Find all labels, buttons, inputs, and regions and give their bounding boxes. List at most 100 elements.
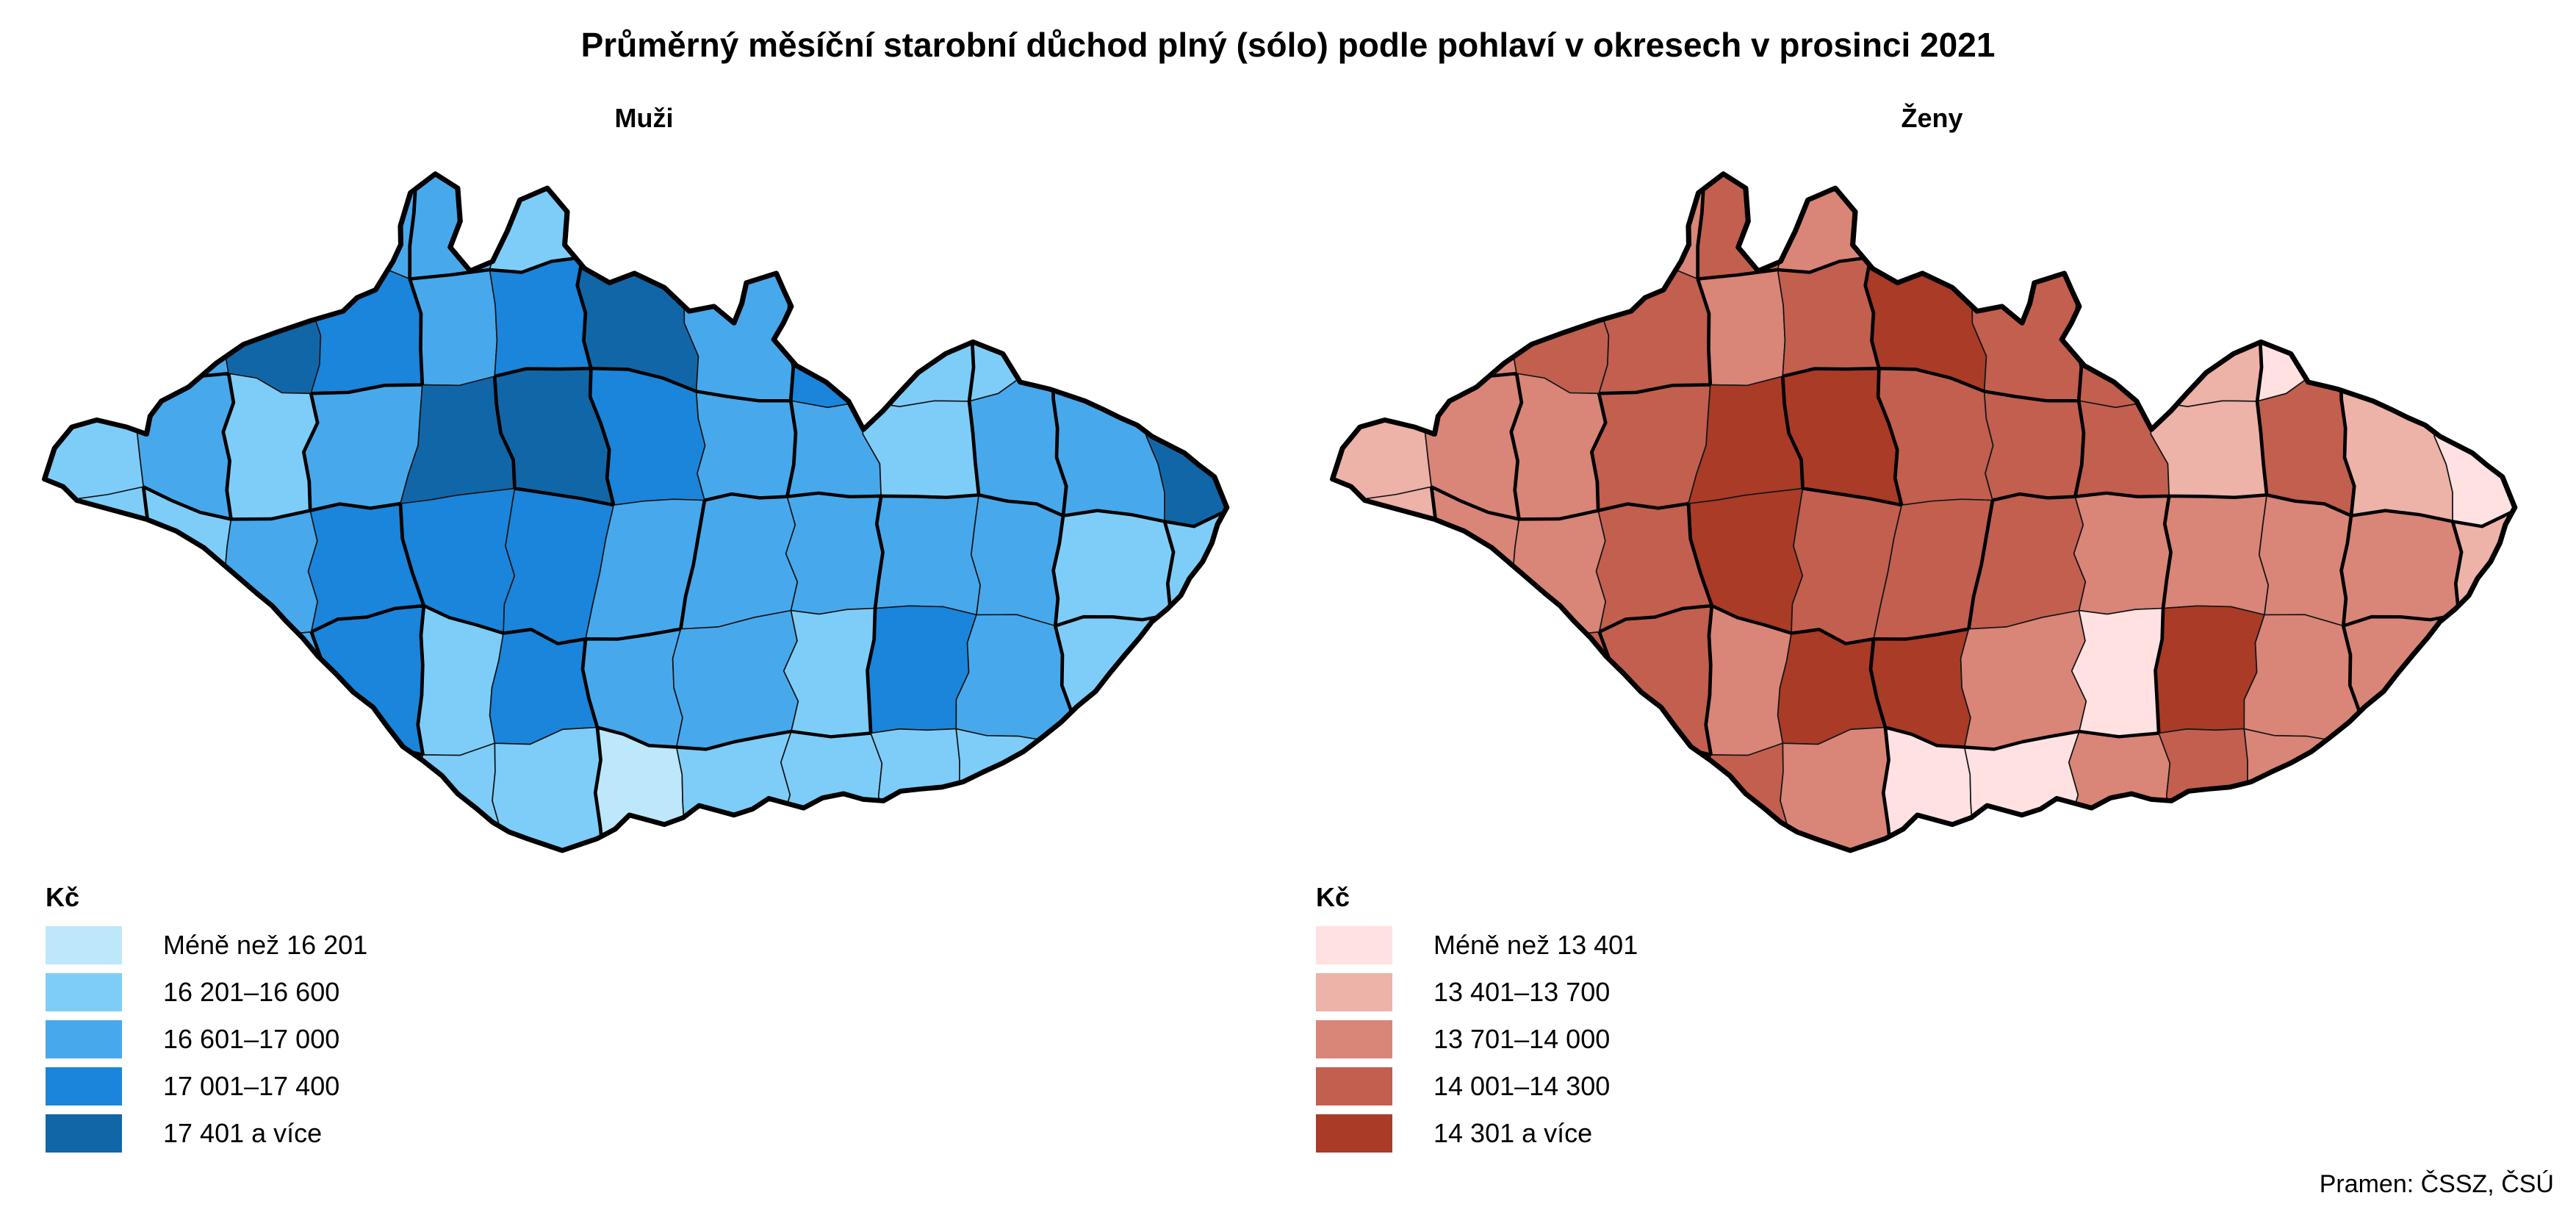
district-cell [44, 374, 144, 508]
district-cell [1054, 173, 1173, 260]
district-cell [785, 400, 882, 498]
district-cell [785, 492, 883, 615]
district-cell [2342, 614, 2467, 743]
district-cell [1600, 743, 1712, 851]
district-cell [970, 494, 1064, 627]
district-cell [44, 173, 134, 276]
district-cell [1332, 254, 1422, 387]
district-cell [858, 253, 986, 407]
legend-label: 14 001–14 300 [1433, 1071, 1611, 1101]
district-cell [1776, 173, 1888, 273]
legend-title-muzi: Kč [46, 882, 80, 912]
district-cell [2342, 173, 2461, 260]
district-cell [1063, 725, 1175, 851]
district-cell [1963, 731, 2080, 851]
legend-label: 13 401–13 700 [1433, 977, 1611, 1007]
district-cell [2340, 509, 2462, 627]
legend-label: 13 701–14 000 [1433, 1024, 1611, 1054]
legend-label: Méně než 13 401 [1433, 930, 1638, 960]
legend-muzi: Kč Méně než 16 201 16 201–16 600 16 601–17… [46, 882, 1288, 1153]
district-cell [2448, 725, 2515, 851]
legend-item: 13 701–14 000 [1316, 1020, 2576, 1058]
district-cell [123, 173, 230, 274]
district-cell [1777, 257, 1879, 377]
legend-item: Méně než 16 201 [46, 926, 1288, 964]
district-cell [2351, 725, 2463, 851]
legend-label: 16 201–16 600 [163, 977, 340, 1007]
district-cell [1141, 248, 1227, 384]
district-cell [2146, 253, 2274, 407]
district-cell [969, 173, 1076, 271]
district-cell [2443, 173, 2515, 255]
source-note: Pramen: ČSSZ, ČSÚ [2319, 1170, 2554, 1198]
legend-swatch [46, 1020, 122, 1058]
legend-swatch [1316, 1020, 1392, 1058]
legend-swatch [46, 973, 122, 1011]
legend-swatch [1316, 973, 1392, 1011]
district-cell [2242, 728, 2370, 851]
district-cell [1332, 612, 1420, 754]
district-cell [673, 173, 799, 268]
district-cell [869, 728, 966, 851]
district-cell [1052, 509, 1174, 627]
district-cell [491, 726, 604, 851]
legend-item: 14 301 a více [1316, 1114, 2576, 1153]
district-cell [2073, 492, 2171, 615]
district-cell [861, 173, 983, 268]
district-cell [211, 720, 327, 851]
district-cell [1777, 628, 1886, 745]
district-cell [782, 607, 876, 738]
district-cell [2258, 494, 2352, 627]
district-cell [44, 734, 133, 851]
district-cell [312, 743, 424, 851]
map-subtitle-muzi: Muži [614, 103, 674, 133]
district-cell [1405, 612, 1510, 754]
district-cell [117, 720, 220, 851]
district-cell [1155, 173, 1227, 255]
district-cell [1411, 173, 1518, 274]
district-cell [44, 612, 132, 754]
district-cell [675, 731, 792, 851]
district-cell [783, 173, 891, 268]
district-cell [1051, 369, 1165, 523]
district-cell [1598, 605, 1713, 756]
district-cell [1697, 173, 1786, 280]
legend-item: 13 401–13 700 [1316, 973, 2576, 1011]
legend-item: 16 201–16 600 [46, 973, 1288, 1011]
district-cell [489, 257, 591, 377]
district-cell [954, 728, 1082, 851]
district-cell [1510, 373, 1606, 520]
district-cell [409, 173, 498, 280]
legend-label: 16 601–17 000 [163, 1024, 340, 1054]
district-cell [488, 173, 600, 273]
district-cell [1332, 734, 1421, 851]
legend-swatch [46, 1114, 122, 1153]
district-cell [1509, 173, 1617, 274]
district-cell [2339, 248, 2445, 380]
legend-label: 17 401 a více [163, 1118, 323, 1148]
legend-label: 17 001–17 400 [163, 1071, 340, 1101]
district-cell [1160, 725, 1227, 851]
district-cell [1961, 173, 2087, 268]
map-panel-muzi: Muži Kč Méně než 16 201 16 201–16 600 16 6… [0, 65, 1288, 1161]
legend-item: 17 001–17 400 [46, 1067, 1288, 1105]
district-cell [44, 254, 134, 387]
district-cell [2071, 173, 2179, 268]
district-cell [2070, 607, 2164, 738]
district-cell [1332, 374, 1432, 508]
district-cell [117, 612, 222, 754]
legend-swatch [46, 1067, 122, 1105]
district-cell [2162, 494, 2269, 616]
district-cell [695, 390, 796, 501]
district-cell [310, 605, 425, 756]
district-cell [2458, 614, 2515, 734]
legend-swatch [46, 926, 122, 964]
legend-title-zeny: Kč [1316, 882, 1350, 912]
district-cell [2073, 400, 2170, 498]
district-cell [2157, 728, 2254, 851]
district-cell [1051, 248, 1157, 380]
legend-item: 14 001–14 300 [1316, 1067, 2576, 1105]
map-subtitle-zeny: Ženy [1901, 103, 1963, 133]
choropleth-map-muzi [41, 171, 1229, 853]
